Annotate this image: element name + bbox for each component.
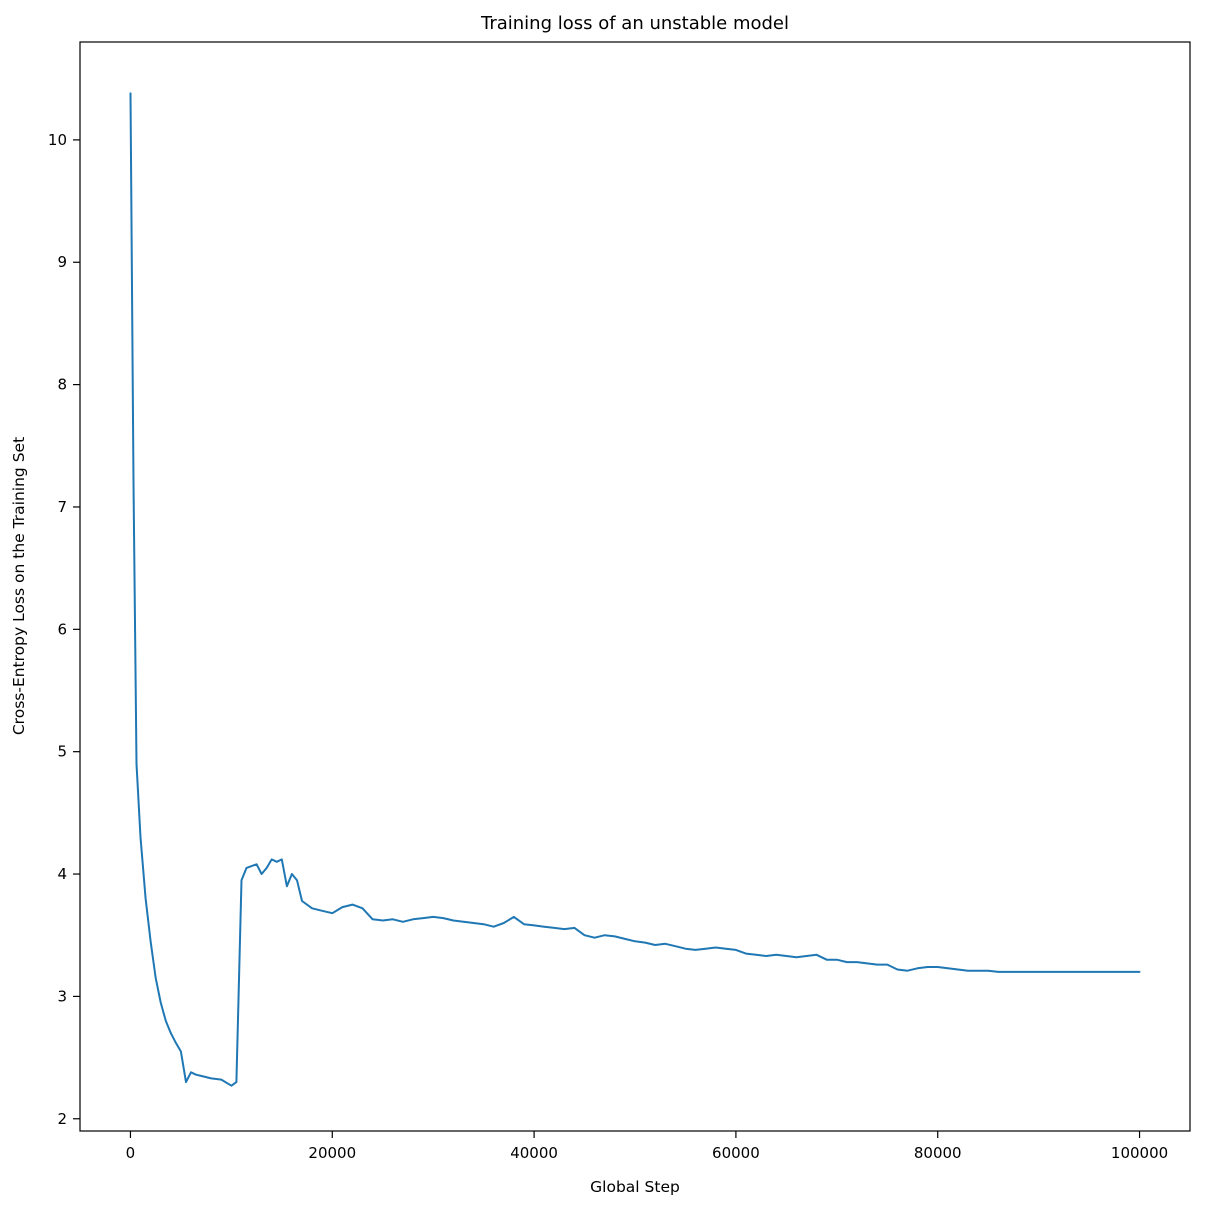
x-tick-label: 60000	[712, 1144, 760, 1162]
y-tick-label: 6	[57, 620, 67, 638]
y-tick-label: 9	[57, 253, 67, 271]
y-tick-label: 8	[57, 376, 67, 394]
x-axis-label: Global Step	[590, 1178, 680, 1196]
axes-spines	[79, 41, 1191, 1132]
x-tick-label: 40000	[510, 1144, 558, 1162]
y-tick-label: 4	[57, 865, 67, 883]
x-tick-label: 0	[126, 1144, 136, 1162]
x-tick-label: 80000	[914, 1144, 962, 1162]
loss-line-series	[129, 92, 1141, 1087]
y-tick-label: 3	[57, 987, 67, 1005]
y-tick-label: 2	[57, 1110, 67, 1128]
y-tick-label: 10	[48, 131, 67, 149]
x-tick-label: 100000	[1111, 1144, 1168, 1162]
y-tick-label: 5	[57, 743, 67, 761]
y-axis-label: Cross-Entropy Loss on the Training Set	[10, 437, 28, 735]
y-tick-label: 7	[57, 498, 67, 516]
x-tick-label: 20000	[308, 1144, 356, 1162]
chart-title: Training loss of an unstable model	[480, 13, 789, 34]
